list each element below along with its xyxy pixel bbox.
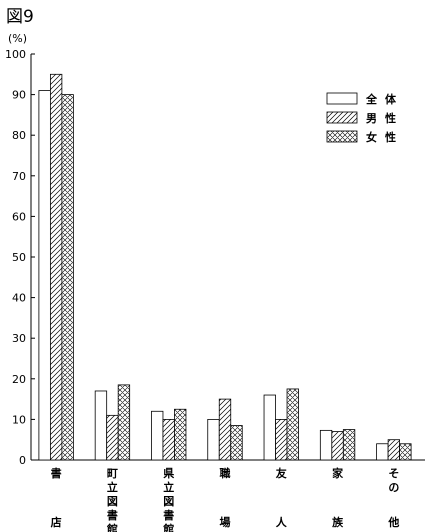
bar-plain-4: [263, 394, 276, 461]
y-tick-label: 90: [12, 89, 26, 102]
bar-crosshatch-1: [117, 384, 131, 461]
bar-plain-1: [94, 390, 108, 461]
category-label-char: 職: [220, 466, 231, 480]
y-tick-label: 60: [12, 210, 26, 223]
legend-label: 男性: [366, 111, 404, 125]
bar-crosshatch-6: [399, 443, 412, 461]
bar-diagonal-2: [162, 418, 175, 461]
category-label-char: 人: [276, 515, 288, 529]
bar-crosshatch-3: [230, 425, 243, 461]
bar-diagonal-6: [387, 439, 401, 461]
chart-axes: 0 10 20 30 40 50 60 70 80 90 100: [5, 48, 425, 467]
y-tick-label: 50: [12, 251, 26, 264]
category-label-char: 県: [163, 467, 174, 480]
legend-label: 全体: [365, 92, 404, 106]
category-label-char: 館: [106, 522, 118, 532]
category-label-char: 家: [332, 466, 344, 480]
y-tick-label: 80: [12, 129, 26, 142]
category-label-char: 町: [107, 467, 118, 480]
y-tick-label: 100: [5, 48, 26, 61]
category-label-char: 書: [107, 508, 118, 522]
category-label-char: 図: [163, 494, 174, 508]
y-tick-label: 40: [12, 292, 26, 305]
category-label-char: そ: [388, 467, 399, 480]
category-label-char: 書: [51, 466, 62, 480]
category-label-char: 族: [332, 515, 344, 529]
y-tick-label: 70: [12, 170, 26, 183]
figure-label: 図9: [6, 7, 34, 27]
bar-plain-2: [151, 410, 164, 461]
bar-plain-6: [376, 443, 389, 461]
y-tick-label: 0: [19, 454, 26, 467]
category-label-char: 書: [163, 508, 174, 522]
y-tick-label: 20: [12, 373, 26, 386]
bar-diagonal-0: [49, 73, 63, 461]
bar-diagonal-3: [218, 398, 232, 461]
bar-crosshatch-4: [286, 388, 299, 461]
legend-swatch-plain: [326, 92, 358, 105]
bar-diagonal-4: [275, 418, 288, 461]
bar-plain-5: [319, 429, 333, 461]
category-label-char: 他: [387, 515, 399, 529]
bar-crosshatch-0: [61, 94, 74, 461]
legend-swatch-crosshatch: [326, 130, 358, 143]
legend-label: 女性: [366, 130, 404, 144]
bar-series-group: [38, 73, 412, 461]
category-label-char: 友: [276, 466, 287, 480]
category-label-char: 立: [163, 480, 174, 494]
bar-crosshatch-5: [342, 429, 356, 461]
category-label-char: 館: [162, 522, 174, 532]
bar-diagonal-5: [331, 431, 344, 461]
category-label-char: 立: [107, 480, 118, 494]
y-tick-label: 30: [12, 332, 26, 345]
bar-crosshatch-2: [174, 408, 187, 461]
legend-swatch-diagonal: [326, 111, 358, 124]
category-label-char: 店: [51, 515, 62, 529]
bar-plain-3: [207, 418, 220, 461]
y-axis-unit-label: (%): [8, 32, 27, 45]
y-tick-label: 10: [12, 413, 26, 426]
category-label-char: の: [388, 481, 399, 494]
bar-diagonal-1: [106, 414, 119, 461]
category-label-char: 図: [107, 494, 118, 508]
category-label-char: 場: [220, 515, 231, 529]
bar-plain-0: [38, 90, 51, 461]
